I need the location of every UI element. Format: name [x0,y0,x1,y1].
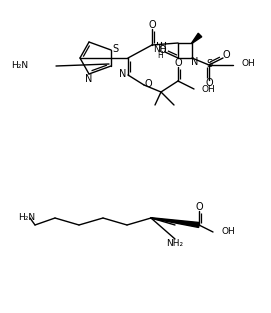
Text: OH: OH [201,85,215,94]
Text: O: O [205,78,213,88]
Text: O: O [222,50,230,60]
Text: O: O [158,45,166,55]
Text: NH₂: NH₂ [166,239,183,248]
Text: H₂N: H₂N [18,213,35,223]
Text: S: S [112,44,118,54]
Text: O: O [174,58,182,68]
Text: H₂N: H₂N [11,61,28,70]
Text: OH: OH [221,228,235,237]
Text: OH: OH [241,59,255,69]
Text: H: H [157,50,163,59]
Text: N: N [191,57,199,67]
Text: O: O [195,202,203,212]
Text: NH: NH [153,45,167,54]
Polygon shape [192,33,202,43]
Text: O: O [144,79,152,89]
Text: N: N [85,74,93,84]
Text: S: S [206,59,212,69]
Polygon shape [151,218,199,228]
Text: O: O [148,20,156,30]
Text: N: N [119,69,127,79]
